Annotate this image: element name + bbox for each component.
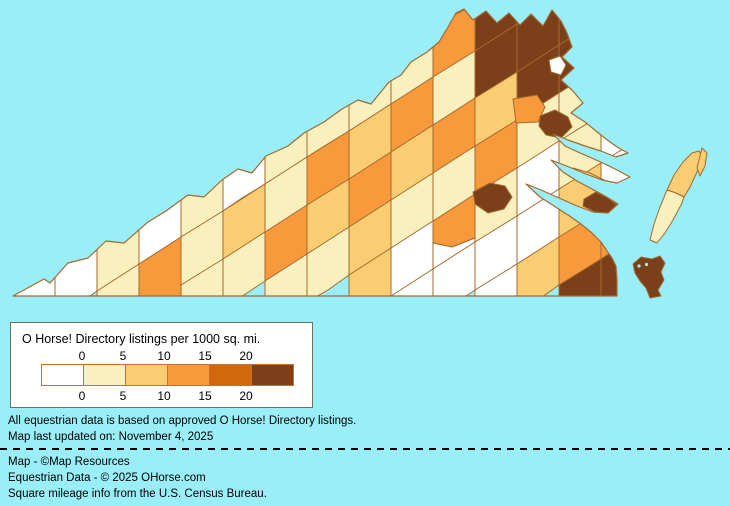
water-hole	[644, 262, 649, 267]
data-disclaimer-text: All equestrian data is based on approved…	[8, 415, 357, 427]
richmond-area-brown	[472, 182, 513, 214]
county-cell	[13, 268, 56, 296]
accomack	[666, 150, 704, 198]
county-cell	[390, 268, 434, 296]
legend-ramp-swatch	[83, 364, 126, 386]
state-outline	[12, 8, 631, 297]
county-cells-layer	[13, 9, 630, 296]
water-hole	[637, 264, 641, 268]
legend-tick-label: 0	[78, 389, 86, 403]
county-cell	[474, 263, 518, 296]
county-cell	[558, 9, 602, 46]
county-cell	[348, 247, 392, 296]
legend-tick-label: 15	[198, 349, 212, 363]
county-cell	[558, 258, 602, 296]
legend-tick-label: 20	[239, 349, 253, 363]
dashed-divider-line	[0, 448, 730, 450]
legend-tick-label: 15	[198, 389, 212, 403]
legend-title: O Horse! Directory listings per 1000 sq.…	[22, 332, 261, 346]
king-george-brown	[538, 109, 573, 139]
legend-scale-bottom: 0 5 10 15 20	[11, 389, 312, 403]
county-cell	[264, 253, 308, 296]
legend-ramp-swatch	[41, 364, 84, 386]
legend-tick-label: 10	[157, 349, 171, 363]
legend-tick-label: 5	[119, 349, 127, 363]
northampton	[649, 189, 685, 244]
legend-ramp-swatch	[251, 364, 294, 386]
county-cell	[432, 241, 476, 296]
prince-william-orange	[512, 94, 546, 124]
chincoteague-sliver	[696, 147, 708, 177]
legend-tick-label: 0	[78, 349, 86, 363]
last-updated-text: Map last updated on: November 4, 2025	[8, 431, 214, 443]
map-legend: O Horse! Directory listings per 1000 sq.…	[10, 322, 313, 408]
credit-census: Square mileage info from the U.S. Census…	[8, 488, 267, 500]
virginia-beach	[632, 255, 666, 299]
legend-tick-label: 5	[119, 389, 127, 403]
county-cell	[180, 258, 224, 296]
legend-ramp-swatch	[167, 364, 210, 386]
virginia-county-choropleth-map	[12, 8, 708, 299]
credit-equestrian-data: Equestrian Data - © 2025 OHorse.com	[8, 472, 206, 484]
legend-ramp-swatch	[125, 364, 168, 386]
legend-scale-top: 0 5 10 15 20	[11, 349, 312, 363]
legend-color-ramp	[41, 364, 294, 386]
county-cell	[600, 183, 630, 260]
legend-ramp-swatch	[209, 364, 252, 386]
county-cell	[96, 263, 140, 296]
credit-map-source: Map - ©Map Resources	[8, 456, 130, 468]
arlington-cutout	[548, 55, 567, 76]
islands-layer	[632, 147, 708, 299]
legend-tick-label: 20	[239, 389, 253, 403]
legend-tick-label: 10	[157, 389, 171, 403]
